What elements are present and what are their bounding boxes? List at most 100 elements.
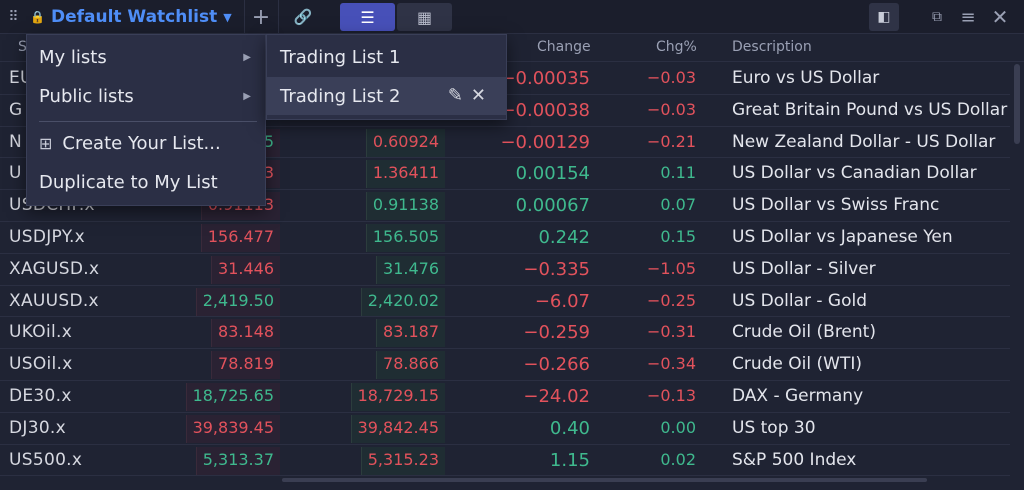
table-row[interactable]: G −0.00038 −0.03 Great Britain Pound vs US … [0,95,1010,127]
vertical-scrollbar[interactable] [1014,64,1020,144]
bid-cell: 156.477 [200,223,280,252]
change-cell: −0.00035 [500,68,590,89]
table-row[interactable]: UKOil.x 83.148 83.187 −0.259 −0.31 Crude Oil … [0,317,1010,350]
create-list-icon: ⊞ [39,133,53,153]
table-row[interactable]: USDJPY.x 156.477 156.505 0.242 0.15 US Dollar… [0,222,1010,254]
bid-cell: 78.819 [211,351,280,380]
list-view-button[interactable]: ☰ [340,3,395,31]
submenu-item-label: Trading List 1 [280,46,401,68]
popout-icon[interactable]: ⧉ [932,9,942,25]
change-pct-cell: 0.00 [660,417,696,437]
submenu-item-trading-list-2[interactable]: Trading List 2 ✎✕ [267,77,506,115]
description-cell: US Dollar - Gold [732,290,868,311]
menu-item-label: Create Your List... [62,132,221,154]
submenu-item-label: Trading List 2 [280,85,401,107]
chevron-right-icon: ▶ [243,51,251,63]
symbol-cell: XAGUSD.x [9,258,100,279]
watchlist-dropdown-menu: My lists ▶ Public lists ▶ ⊞ Create Your … [26,34,266,206]
column-header-description[interactable]: Description [732,39,812,55]
description-cell: US top 30 [732,417,816,438]
description-cell: US Dollar vs Canadian Dollar [732,163,977,184]
drag-grip-icon[interactable]: ⠿ [8,9,18,25]
description-cell: Crude Oil (Brent) [732,322,876,343]
change-cell: 0.40 [549,417,590,439]
split-view-button[interactable]: ◧ [869,3,899,31]
lock-icon: 🔒 [30,10,45,24]
edit-icon[interactable]: ✎ [447,85,471,106]
ask-cell: 0.91138 [365,192,445,221]
change-cell: −0.335 [523,258,590,280]
change-cell: −0.00038 [500,99,590,121]
description-cell: US Dollar vs Japanese Yen [732,226,953,247]
bid-cell: 83.148 [211,319,280,348]
ask-cell: 2,420.02 [360,287,445,316]
table-row[interactable]: N 5 0.60924 −0.00129 −0.21 New Zealand Dollar… [0,127,1010,159]
column-header-change[interactable]: Change [537,39,591,55]
menu-item-public-lists[interactable]: Public lists ▶ [27,78,265,114]
divider [244,0,245,34]
ask-cell: 156.505 [365,223,445,252]
add-symbol-button[interactable]: + [251,4,271,30]
submenu-item-trading-list-1[interactable]: Trading List 1 [267,38,506,76]
ask-cell: 39,842.45 [350,414,445,443]
table-row[interactable]: DJ30.x 39,839.45 39,842.45 0.40 0.00 US top 3… [0,413,1010,445]
bid-cell: 2,419.50 [195,287,280,316]
symbol-cell: USOil.x [9,354,73,375]
bid-cell: 18,725.65 [185,382,280,411]
watchlist-toolbar: ⠿ 🔒 Default Watchlist ▼ + 🔗 ☰ ▦ ◧ ⧉ ≡ ✕ [0,0,1024,34]
ask-cell: 31.476 [376,255,445,284]
horizontal-scrollbar[interactable] [282,478,927,482]
change-cell: 0.00067 [515,195,590,217]
my-lists-submenu: Trading List 1 Trading List 2 ✎✕ [266,34,507,120]
divider [278,0,279,34]
change-pct-cell: −0.25 [646,290,696,310]
change-cell: −0.00129 [500,131,590,153]
list-actions: ✎✕ [448,85,494,106]
symbol-cell: USDJPY.x [9,226,86,247]
table-row[interactable]: USOil.x 78.819 78.866 −0.266 −0.34 Crude Oil … [0,349,1010,381]
description-cell: New Zealand Dollar - US Dollar [732,131,996,152]
symbol-cell: N [9,131,23,152]
ask-cell: 78.866 [376,351,445,380]
menu-item-label: My lists [39,46,107,68]
table-row[interactable]: US500.x 5,313.37 5,315.23 1.15 0.02 S&P 500 I… [0,445,1010,477]
change-pct-cell: 0.15 [660,226,696,246]
menu-icon[interactable]: ≡ [960,6,976,28]
change-pct-cell: −0.03 [646,99,696,119]
column-header-symbol[interactable]: S [18,39,27,55]
menu-item-duplicate[interactable]: Duplicate to My List [27,164,265,200]
table-row[interactable]: U 3 1.36411 0.00154 0.11 US Dollar vs Canadia… [0,158,1010,191]
change-pct-cell: 0.02 [660,449,696,469]
ask-cell: 5,315.23 [360,446,445,475]
change-cell: 0.242 [538,226,590,248]
link-icon[interactable]: 🔗 [293,8,313,26]
table-row[interactable]: DE30.x 18,725.65 18,729.15 −24.02 −0.13 DAX -… [0,381,1010,413]
description-cell: US Dollar vs Swiss Franc [732,195,940,216]
column-header-chg-pct[interactable]: Chg% [656,39,697,55]
change-pct-cell: −0.34 [646,354,696,374]
change-pct-cell: −0.03 [646,68,696,87]
change-pct-cell: −1.05 [646,258,696,278]
change-cell: 0.00154 [515,163,590,185]
ask-cell: 18,729.15 [350,382,445,411]
description-cell: Great Britain Pound vs US Dollar [732,99,1008,120]
symbol-cell: U [9,163,22,184]
change-pct-cell: 0.07 [660,195,696,215]
description-cell: Euro vs US Dollar [732,68,880,88]
change-cell: −24.02 [523,385,590,407]
symbol-cell: G [9,99,23,120]
table-row[interactable]: XAGUSD.x 31.446 31.476 −0.335 −1.05 US Dollar… [0,254,1010,286]
menu-divider [39,121,257,122]
delete-icon[interactable]: ✕ [470,85,494,106]
close-icon[interactable]: ✕ [991,5,1009,29]
watchlist-selector[interactable]: 🔒 Default Watchlist ▼ [30,0,242,34]
menu-item-create-list[interactable]: ⊞ Create Your List... [27,125,265,161]
menu-item-my-lists[interactable]: My lists ▶ [27,39,265,75]
symbol-cell: XAUUSD.x [9,290,99,311]
symbol-cell: UKOil.x [9,322,73,343]
table-row[interactable]: XAUUSD.x 2,419.50 2,420.02 −6.07 −0.25 US Dol… [0,286,1010,318]
ask-cell: 1.36411 [365,160,445,189]
grid-view-button[interactable]: ▦ [397,3,452,31]
description-cell: Crude Oil (WTI) [732,354,862,375]
bid-cell: 31.446 [211,255,280,284]
